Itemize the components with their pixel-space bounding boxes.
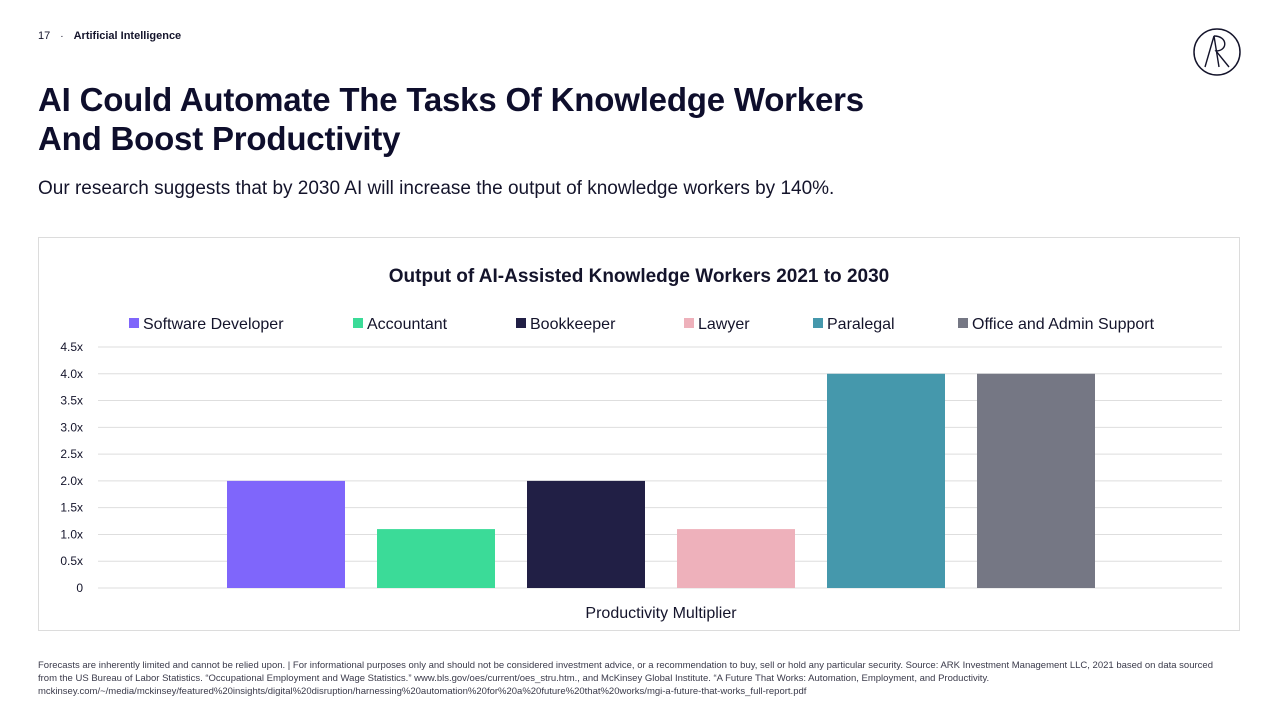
y-tick-label: 3.5x — [60, 394, 83, 408]
legend-item: Office and Admin Support — [958, 316, 1155, 333]
page-subtitle: Our research suggests that by 2030 AI wi… — [38, 178, 835, 199]
y-tick-label: 2.0x — [60, 474, 83, 488]
legend-label: Lawyer — [698, 316, 750, 333]
page-number: 17 — [38, 30, 51, 42]
y-tick-label: 2.5x — [60, 447, 83, 461]
section-name: Artificial Intelligence — [73, 30, 182, 42]
y-tick-label: 1.0x — [60, 527, 83, 541]
y-tick-label: 4.0x — [60, 367, 83, 381]
legend-swatch — [353, 318, 363, 328]
legend-label: Software Developer — [143, 316, 284, 333]
page-title: AI Could Automate The Tasks Of Knowledge… — [38, 80, 938, 158]
legend-item: Software Developer — [129, 316, 284, 333]
chart-container: Output of AI-Assisted Knowledge Workers … — [38, 237, 1240, 631]
chart-title: Output of AI-Assisted Knowledge Workers … — [389, 266, 889, 287]
legend-swatch — [129, 318, 139, 328]
y-tick-label: 0.5x — [60, 554, 83, 568]
chart-legend: Software Developer Accountant Bookkeeper La… — [129, 316, 1155, 333]
bar-chart: Output of AI-Assisted Knowledge Workers … — [60, 266, 1222, 622]
legend-swatch — [684, 318, 694, 328]
y-tick-label: 3.0x — [60, 420, 83, 434]
legend-label: Accountant — [367, 316, 448, 333]
page-title-line-2: And Boost Productivity — [38, 120, 401, 157]
header-separator: · — [60, 30, 64, 42]
legend-item: Paralegal — [813, 316, 895, 333]
legend-item: Bookkeeper — [516, 316, 616, 333]
y-tick-label: 1.5x — [60, 501, 83, 515]
bar-software-developer — [227, 480, 345, 588]
legend-label: Bookkeeper — [530, 316, 616, 333]
legend-label: Office and Admin Support — [972, 316, 1155, 333]
legend-swatch — [813, 318, 823, 328]
y-tick-label: 4.5x — [60, 340, 83, 354]
chart-bars — [227, 373, 1095, 588]
bar-paralegal — [827, 373, 945, 588]
legend-swatch — [516, 318, 526, 328]
x-axis-label: Productivity Multiplier — [585, 605, 737, 622]
bar-office-and-admin-support — [977, 373, 1095, 588]
page-title-line-1: AI Could Automate The Tasks Of Knowledge… — [38, 81, 864, 118]
page-header: 17 · Artificial Intelligence — [38, 30, 181, 42]
bar-accountant — [377, 529, 495, 588]
legend-item: Lawyer — [684, 316, 750, 333]
bar-bookkeeper — [527, 480, 645, 588]
legend-label: Paralegal — [827, 316, 895, 333]
y-tick-label: 0 — [76, 581, 83, 595]
footnote: Forecasts are inherently limited and can… — [38, 660, 1213, 697]
ark-logo-icon — [1193, 28, 1241, 76]
y-axis: 0 0.5x 1.0x 1.5x 2.0x 2.5x 3.0x 3.5x 4.0x 4.5x — [60, 340, 83, 595]
legend-swatch — [958, 318, 968, 328]
bar-lawyer — [677, 529, 795, 588]
legend-item: Accountant — [353, 316, 448, 333]
